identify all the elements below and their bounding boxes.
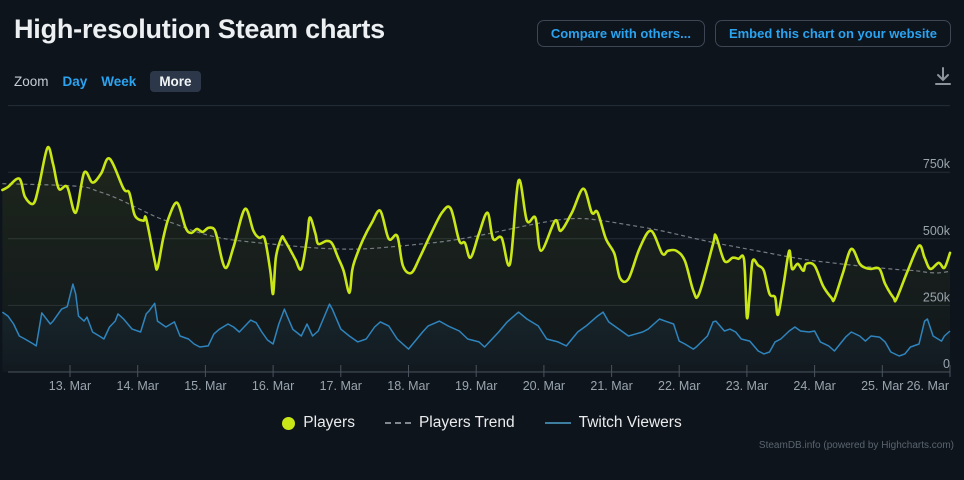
download-button[interactable] bbox=[930, 64, 956, 90]
zoom-label: Zoom bbox=[14, 73, 49, 89]
legend-item-twitch-viewers[interactable]: Twitch Viewers bbox=[544, 414, 682, 432]
legend-label-twitch-viewers: Twitch Viewers bbox=[578, 414, 682, 431]
embed-chart-button[interactable]: Embed this chart on your website bbox=[714, 20, 951, 47]
page-title: High-resolution Steam charts bbox=[14, 14, 385, 44]
x-axis-label: 19. Mar bbox=[455, 379, 497, 393]
x-axis-label: 22. Mar bbox=[658, 379, 700, 393]
x-axis-label: 25. Mar bbox=[861, 379, 903, 393]
twitch-viewers-line bbox=[1, 283, 951, 357]
x-axis-label: 15. Mar bbox=[184, 379, 226, 393]
legend-item-players-trend[interactable]: Players Trend bbox=[384, 414, 515, 432]
range-day-button[interactable]: Day bbox=[62, 73, 88, 89]
legend: Players Players Trend Twitch Viewers bbox=[0, 414, 964, 432]
x-axis-label: 23. Mar bbox=[726, 379, 768, 393]
legend-label-players: Players bbox=[303, 414, 355, 431]
y-axis-label: 750k bbox=[923, 157, 951, 171]
header-actions: Compare with others... Embed this chart … bbox=[536, 20, 951, 47]
x-axis-label: 21. Mar bbox=[590, 379, 632, 393]
legend-item-players[interactable]: Players bbox=[282, 414, 355, 432]
x-axis-label: 13. Mar bbox=[49, 379, 91, 393]
download-icon bbox=[935, 67, 951, 85]
legend-label-players-trend: Players Trend bbox=[418, 414, 515, 431]
players-area-fill bbox=[2, 147, 950, 372]
x-axis-label: 17. Mar bbox=[320, 379, 362, 393]
y-axis-label: 0 bbox=[943, 357, 950, 371]
y-axis-label: 500k bbox=[923, 224, 951, 238]
credits-link[interactable]: SteamDB.info (powered by Highcharts.com) bbox=[758, 440, 954, 451]
x-axis-label: 26. Mar bbox=[907, 379, 949, 393]
compare-with-others-button[interactable]: Compare with others... bbox=[536, 20, 705, 47]
range-week-button[interactable]: Week bbox=[101, 73, 137, 89]
x-axis-label: 18. Mar bbox=[387, 379, 429, 393]
x-axis-label: 14. Mar bbox=[117, 379, 159, 393]
players-marker-icon bbox=[282, 416, 296, 430]
range-more-button[interactable]: More bbox=[150, 70, 201, 92]
twitch-viewers-marker-icon bbox=[544, 421, 571, 425]
y-axis-label: 250k bbox=[923, 290, 951, 304]
x-axis-label: 16. Mar bbox=[252, 379, 294, 393]
range-selector: Zoom Day Week More bbox=[14, 70, 201, 92]
twitch-area-fill bbox=[2, 284, 950, 372]
players-line bbox=[1, 145, 952, 320]
x-axis-label: 24. Mar bbox=[793, 379, 835, 393]
x-axis-label: 20. Mar bbox=[523, 379, 565, 393]
players-trend-marker-icon bbox=[384, 422, 411, 424]
